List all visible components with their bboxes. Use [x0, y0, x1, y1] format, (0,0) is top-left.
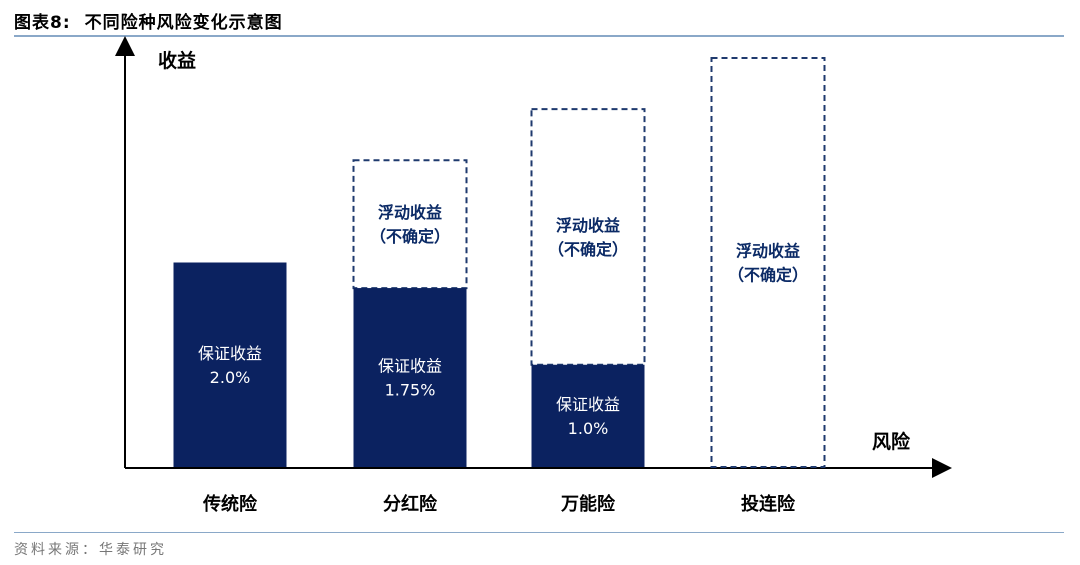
guaranteed-return-value: 1.75% [385, 381, 436, 400]
guaranteed-return-value: 1.0% [568, 419, 609, 438]
chart-canvas: 收益 风险 保证收益 2.0% 传统险 浮动收益 （不确定） 保证收益 1.75% 分红险 浮动… [115, 36, 952, 515]
floating-return-box [710, 57, 826, 468]
bottom-rule [14, 532, 1064, 533]
source-note: 资料来源：华泰研究 [14, 542, 167, 558]
floating-return-label: 浮动收益 [736, 242, 800, 261]
guaranteed-return-bar [173, 262, 287, 467]
floating-return-note: （不确定） [370, 227, 450, 246]
floating-return-note: （不确定） [728, 266, 808, 285]
guaranteed-return-label: 保证收益 [378, 357, 442, 376]
floating-return-box [530, 108, 646, 366]
guaranteed-return-bar [531, 364, 645, 467]
top-rule [14, 35, 1064, 37]
guaranteed-return-label: 保证收益 [556, 395, 620, 414]
floating-return-note: （不确定） [548, 240, 628, 259]
guaranteed-return-value: 2.0% [210, 368, 251, 387]
category-label: 投连险 [741, 493, 796, 515]
figure-number: 图表8: [14, 13, 71, 33]
y-axis-label: 收益 [158, 49, 196, 72]
category-label: 万能险 [560, 493, 616, 515]
floating-return-box [352, 159, 468, 290]
guaranteed-return-bar [353, 288, 467, 467]
floating-return-label: 浮动收益 [556, 216, 620, 235]
figure-title: 图表8: 不同险种风险变化示意图 [14, 8, 283, 33]
figure-title-text: 不同险种风险变化示意图 [84, 13, 283, 33]
category-label: 传统险 [202, 493, 258, 515]
guaranteed-return-label: 保证收益 [198, 344, 262, 363]
x-axis-label: 风险 [872, 430, 911, 453]
category-label: 分红险 [383, 493, 438, 515]
floating-return-label: 浮动收益 [378, 203, 442, 222]
